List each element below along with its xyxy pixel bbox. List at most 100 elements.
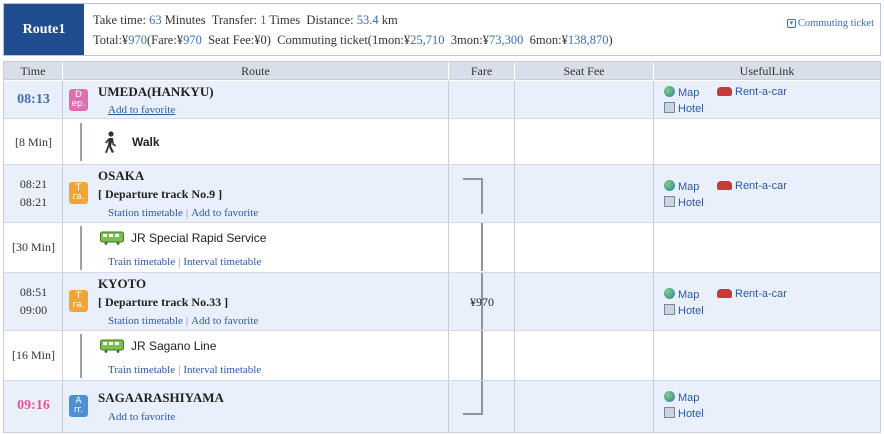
hotel-icon: [664, 304, 675, 315]
arrival-time: 09:16: [17, 398, 50, 413]
station-name: SAGAARASHIYAMA: [98, 390, 224, 405]
commuting-ticket-link[interactable]: ▾ Commuting ticket: [786, 18, 874, 29]
transfer-value: 1: [260, 13, 267, 27]
commute-6mon-value: 138,870: [567, 33, 609, 47]
departure-track: [ Departure track No.9 ]: [98, 187, 223, 201]
transit-row-sagano: [16 Min] JR Sagano Line Train timetable |…: [4, 331, 880, 381]
globe-icon: [664, 391, 675, 402]
station-timetable-link[interactable]: Station timetable: [108, 315, 183, 327]
walk-icon: [105, 131, 116, 153]
route-summary: Route1 Take time: 63 Minutes Transfer: 1…: [3, 3, 881, 56]
departure-time: 08:13: [17, 92, 50, 107]
route-tab[interactable]: Route1: [4, 4, 84, 55]
map-link[interactable]: Map: [664, 288, 699, 301]
distance-label: Distance:: [306, 13, 354, 27]
rent-a-car-link[interactable]: Rent-a-car: [717, 86, 787, 98]
interval-timetable-link[interactable]: Interval timetable: [183, 256, 262, 268]
interval-timetable-link[interactable]: Interval timetable: [183, 364, 262, 376]
fare-bracket: [463, 273, 483, 331]
hotel-link[interactable]: Hotel: [664, 304, 704, 317]
car-icon: [717, 87, 732, 96]
header-route: Route: [63, 62, 449, 80]
commute-1mon-value: 25,710: [410, 33, 445, 47]
transfer-label: Transfer:: [211, 13, 258, 27]
fare-bracket: [463, 223, 483, 271]
map-link[interactable]: Map: [664, 391, 699, 404]
hotel-link[interactable]: Hotel: [664, 196, 704, 209]
fare-bracket: [463, 178, 483, 214]
duration: [30 Min]: [12, 240, 55, 254]
summary-line-2: Total:¥970(Fare:¥970 Seat Fee:¥0) Commut…: [93, 33, 613, 48]
add-favorite-link[interactable]: Add to favorite: [191, 315, 259, 327]
train-icon: [100, 339, 124, 353]
close-paren: ): [608, 33, 613, 47]
arrival-time: 08:51: [19, 285, 48, 299]
car-icon: [717, 289, 732, 298]
fare-amount: ¥970: [470, 295, 494, 309]
route-table: Time Route Fare Seat Fee UsefulLink 08:1…: [3, 61, 881, 433]
hotel-icon: [664, 102, 675, 113]
departure-time: 09:00: [19, 303, 48, 317]
header-time: Time: [4, 62, 63, 80]
seat-fee-value: 0): [260, 33, 271, 47]
train-timetable-link[interactable]: Train timetable: [108, 256, 176, 268]
seat-fee-label: Seat Fee:¥: [208, 33, 261, 47]
train-timetable-link[interactable]: Train timetable: [108, 364, 176, 376]
summary-line-1: Take time: 63 Minutes Transfer: 1 Times …: [93, 13, 398, 28]
transit-label: Walk: [132, 135, 160, 149]
take-time-unit: Minutes: [164, 13, 206, 27]
rent-a-car-link[interactable]: Rent-a-car: [717, 288, 787, 300]
total-label: Total:¥: [93, 33, 129, 47]
departure-track: [ Departure track No.33 ]: [98, 295, 229, 309]
route-line: [80, 334, 82, 378]
station-name: UMEDA(HANKYU): [98, 84, 214, 99]
add-favorite-link[interactable]: Add to favorite: [108, 104, 176, 116]
station-name: KYOTO: [98, 276, 147, 291]
header-fare: Fare: [449, 62, 515, 80]
departure-time: 08:21: [19, 195, 48, 209]
commute-3mon-value: 73,300: [489, 33, 524, 47]
route-line: [80, 123, 82, 161]
take-time-label: Take time:: [93, 13, 146, 27]
rent-a-car-link[interactable]: Rent-a-car: [717, 180, 787, 192]
transit-label: JR Sagano Line: [131, 339, 217, 353]
station-timetable-link[interactable]: Station timetable: [108, 207, 183, 219]
fare-bracket: [463, 331, 483, 381]
map-link[interactable]: Map: [664, 180, 699, 193]
fare-value: 970: [183, 33, 202, 47]
hotel-icon: [664, 407, 675, 418]
duration: [16 Min]: [12, 348, 55, 362]
transit-row-walk: [8 Min] Walk: [4, 119, 880, 165]
duration: [8 Min]: [15, 135, 52, 149]
globe-icon: [664, 86, 675, 97]
station-name: OSAKA: [98, 168, 145, 183]
commute-6mon-label: 6mon:¥: [529, 33, 568, 47]
add-favorite-link[interactable]: Add to favorite: [191, 207, 259, 219]
distance-unit: km: [381, 13, 398, 27]
add-favorite-link[interactable]: Add to favorite: [108, 411, 176, 423]
transit-row-special-rapid: [30 Min] JR Special Rapid Service Train …: [4, 223, 880, 273]
arrival-time: 08:21: [19, 177, 48, 191]
fare-bracket: [463, 381, 483, 415]
transit-label: JR Special Rapid Service: [131, 231, 267, 245]
total-value: 970: [128, 33, 147, 47]
commuting-label: Commuting ticket(1mon:¥: [277, 33, 411, 47]
hotel-link[interactable]: Hotel: [664, 102, 704, 115]
hotel-icon: [664, 196, 675, 207]
map-link[interactable]: Map: [664, 86, 699, 99]
commute-3mon-label: 3mon:¥: [450, 33, 489, 47]
globe-icon: [664, 180, 675, 191]
header-useful-link: UsefulLink: [739, 64, 795, 78]
take-time-value: 63: [149, 13, 162, 27]
car-icon: [717, 181, 732, 190]
fare-label: (Fare:¥: [146, 33, 184, 47]
hotel-link[interactable]: Hotel: [664, 407, 704, 420]
